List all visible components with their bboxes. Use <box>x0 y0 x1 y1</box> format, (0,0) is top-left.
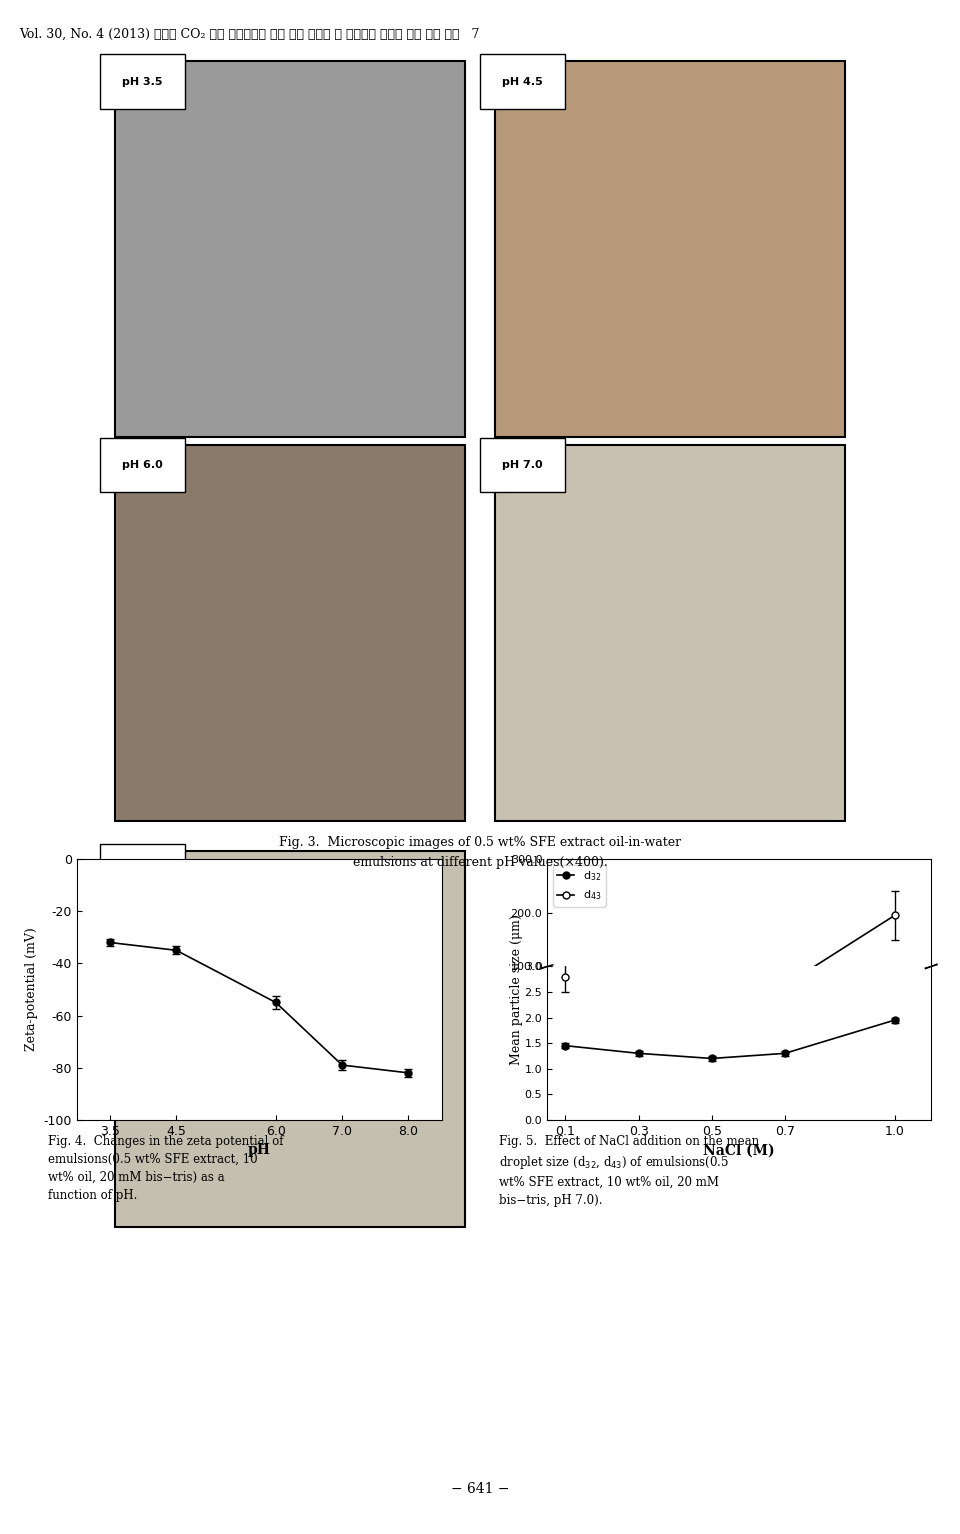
Text: Fig. 3.  Microscopic images of 0.5 wt% SFE extract oil-in-water: Fig. 3. Microscopic images of 0.5 wt% SF… <box>279 836 681 848</box>
Text: 초임계 CO₂ 유체 추출법으로 얻은 탈지 유채박 중 표면활성 물질의 유화 성질 연구   7: 초임계 CO₂ 유체 추출법으로 얻은 탈지 유채박 중 표면활성 물질의 유화… <box>154 28 479 40</box>
Text: pH 8.0: pH 8.0 <box>123 867 163 877</box>
FancyBboxPatch shape <box>494 61 845 437</box>
Text: pH 4.5: pH 4.5 <box>502 77 542 87</box>
Text: emulsions at different pH values(×400).: emulsions at different pH values(×400). <box>352 856 608 868</box>
Text: Mean particle size (μm): Mean particle size (μm) <box>510 914 523 1065</box>
X-axis label: pH: pH <box>248 1143 271 1157</box>
Text: Fig. 4.  Changes in the zeta potential of
emulsions(0.5 wt% SFE extract, 10
wt% : Fig. 4. Changes in the zeta potential of… <box>48 1135 283 1203</box>
Text: pH 7.0: pH 7.0 <box>502 460 542 471</box>
Y-axis label: Zeta-potential (mV): Zeta-potential (mV) <box>25 928 38 1051</box>
FancyBboxPatch shape <box>494 445 845 821</box>
Text: Vol. 30, No. 4 (2013): Vol. 30, No. 4 (2013) <box>19 28 150 40</box>
Text: − 641 −: − 641 − <box>451 1482 509 1496</box>
FancyBboxPatch shape <box>115 445 466 821</box>
X-axis label: NaCl (M): NaCl (M) <box>704 1143 775 1157</box>
FancyBboxPatch shape <box>115 61 466 437</box>
FancyBboxPatch shape <box>115 851 466 1227</box>
Text: Fig. 5.  Effect of NaCl addition on the mean
droplet size (d$_{32}$, d$_{43}$) o: Fig. 5. Effect of NaCl addition on the m… <box>499 1135 759 1207</box>
Legend: d$_{32}$, d$_{43}$: d$_{32}$, d$_{43}$ <box>553 865 606 907</box>
Text: pH 3.5: pH 3.5 <box>123 77 163 87</box>
Text: pH 6.0: pH 6.0 <box>123 460 163 471</box>
